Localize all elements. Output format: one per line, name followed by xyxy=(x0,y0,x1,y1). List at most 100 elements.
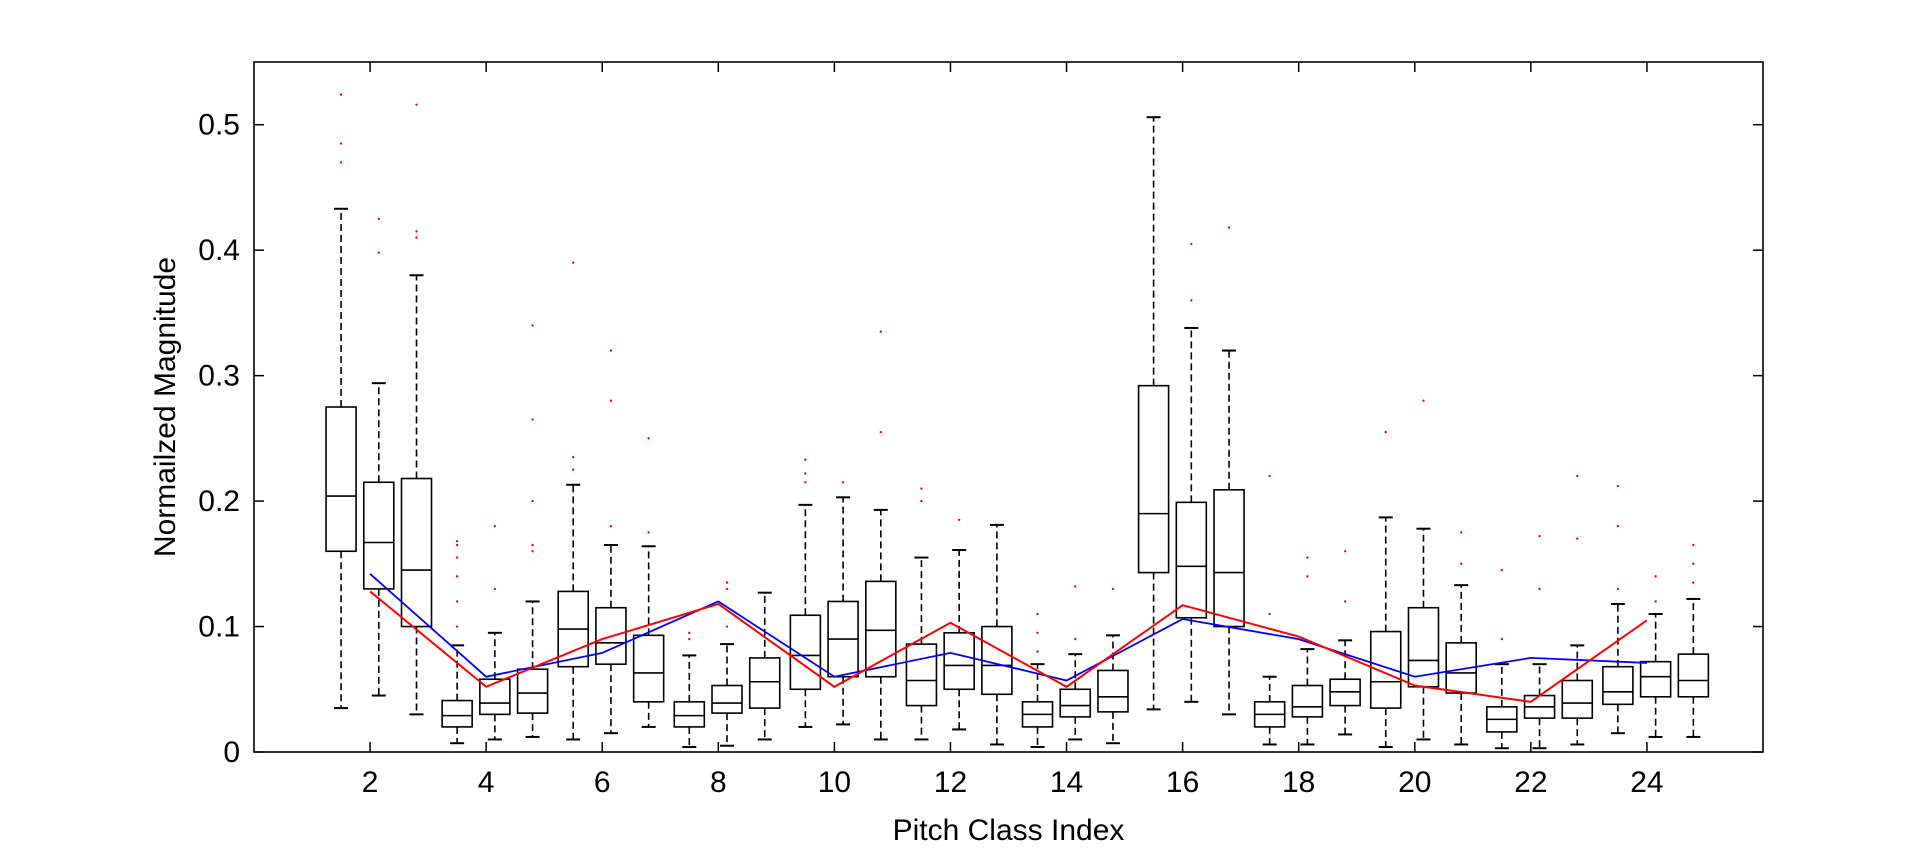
y-tick-label: 0.3 xyxy=(198,360,240,393)
x-tick-label: 22 xyxy=(1514,766,1547,799)
y-tick-label: 0.5 xyxy=(198,109,240,142)
y-tick-label: 0.4 xyxy=(198,234,240,267)
outlier-point xyxy=(1654,600,1657,603)
outlier-point xyxy=(804,481,807,484)
box-19 xyxy=(1021,612,1054,748)
outlier-point xyxy=(455,575,459,578)
outlier-point xyxy=(572,455,575,459)
outlier-point xyxy=(1268,612,1271,616)
series-line-2 xyxy=(369,590,1648,703)
box-22 xyxy=(1137,116,1170,711)
outlier-point xyxy=(531,324,534,327)
outlier-point xyxy=(572,261,575,264)
outlier-point xyxy=(1190,299,1193,302)
outlier-point xyxy=(804,472,807,475)
plot-area xyxy=(325,93,1710,750)
outlier-point xyxy=(455,600,459,603)
box-33 xyxy=(1561,474,1594,746)
outlier-point xyxy=(879,430,883,434)
axes-frame xyxy=(253,61,1764,753)
box-body xyxy=(1059,688,1092,718)
box-body xyxy=(1561,679,1594,719)
box-27 xyxy=(1329,550,1361,736)
outlier-point xyxy=(377,251,380,254)
box-body xyxy=(362,481,395,590)
box-body xyxy=(479,678,511,716)
outlier-point xyxy=(1538,535,1541,538)
outlier-point xyxy=(1576,474,1579,478)
outlier-point xyxy=(531,543,534,547)
y-tick-label: 0.1 xyxy=(198,611,240,644)
outlier-point xyxy=(647,531,650,534)
outlier-point xyxy=(1384,430,1387,434)
box-21 xyxy=(1097,587,1129,745)
outlier-point xyxy=(1343,600,1347,603)
box-25 xyxy=(1253,474,1286,746)
outlier-point xyxy=(1616,484,1620,488)
outlier-point xyxy=(339,142,343,145)
box-4 xyxy=(441,540,473,745)
outlier-point xyxy=(339,161,343,164)
outlier-point xyxy=(1227,226,1231,229)
outlier-point xyxy=(609,399,613,402)
outlier-point xyxy=(920,487,923,490)
outlier-point xyxy=(1538,587,1541,591)
box-body xyxy=(441,699,473,728)
outlier-point xyxy=(531,550,534,553)
outlier-point xyxy=(415,103,418,106)
y-tick-label: 0.2 xyxy=(198,485,240,518)
box-17 xyxy=(943,518,975,731)
outlier-point xyxy=(1500,568,1504,572)
x-tick-label: 16 xyxy=(1166,766,1199,799)
box-31 xyxy=(1486,568,1518,750)
x-tick-label: 2 xyxy=(362,766,379,799)
box-9 xyxy=(632,437,665,728)
box-10 xyxy=(673,631,706,748)
outlier-point xyxy=(1500,637,1504,641)
outlier-point xyxy=(415,236,418,239)
box-body xyxy=(1677,653,1710,698)
outlier-point xyxy=(1268,474,1271,478)
outlier-point xyxy=(377,217,380,221)
box-body xyxy=(1602,665,1634,706)
outlier-point xyxy=(455,543,459,547)
outlier-point xyxy=(1616,587,1620,591)
box-body xyxy=(711,684,743,714)
box-body xyxy=(325,406,357,553)
outlier-point xyxy=(1692,543,1695,547)
outlier-point xyxy=(609,524,613,528)
box-body xyxy=(905,643,938,707)
box-body xyxy=(1097,669,1129,713)
outlier-point xyxy=(609,349,613,352)
outlier-point xyxy=(688,631,691,635)
box-20 xyxy=(1059,585,1092,741)
box-14 xyxy=(827,481,859,726)
box-6 xyxy=(516,324,549,738)
outlier-point xyxy=(1111,587,1115,591)
box-1 xyxy=(325,93,357,710)
box-body xyxy=(943,632,975,691)
outlier-point xyxy=(572,468,575,471)
outlier-point xyxy=(415,230,418,233)
box-28 xyxy=(1369,430,1402,748)
outlier-point xyxy=(1074,585,1077,588)
outlier-point xyxy=(531,499,534,503)
box-body xyxy=(748,657,781,709)
box-body xyxy=(1369,630,1402,709)
box-23 xyxy=(1175,242,1208,703)
box-body xyxy=(1175,501,1208,619)
box-body xyxy=(1291,684,1324,718)
outlier-point xyxy=(804,458,807,461)
box-body xyxy=(400,477,433,628)
outlier-point xyxy=(1306,556,1309,559)
box-35 xyxy=(1639,575,1672,738)
box-12 xyxy=(748,591,781,741)
box-body xyxy=(865,580,897,678)
outlier-point xyxy=(1616,524,1620,528)
outlier-point xyxy=(647,437,650,440)
outlier-point xyxy=(455,540,459,543)
x-tick-label: 6 xyxy=(594,766,611,799)
x-axis-label: Pitch Class Index xyxy=(893,814,1125,847)
